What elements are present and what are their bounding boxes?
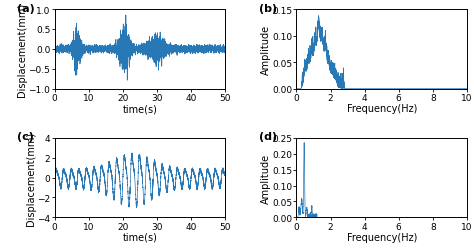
- X-axis label: Frequency(Hz): Frequency(Hz): [346, 232, 417, 242]
- Y-axis label: Displacement(mm): Displacement(mm): [17, 3, 27, 96]
- Y-axis label: Displacement(mm): Displacement(mm): [26, 131, 36, 225]
- X-axis label: time(s): time(s): [122, 104, 157, 114]
- Y-axis label: Amplitude: Amplitude: [261, 25, 271, 74]
- Text: (a): (a): [17, 4, 35, 14]
- Text: (d): (d): [259, 132, 277, 142]
- X-axis label: Frequency(Hz): Frequency(Hz): [346, 104, 417, 114]
- Y-axis label: Amplitude: Amplitude: [261, 153, 271, 203]
- Text: (b): (b): [259, 4, 277, 14]
- X-axis label: time(s): time(s): [122, 232, 157, 242]
- Text: (c): (c): [17, 132, 34, 142]
